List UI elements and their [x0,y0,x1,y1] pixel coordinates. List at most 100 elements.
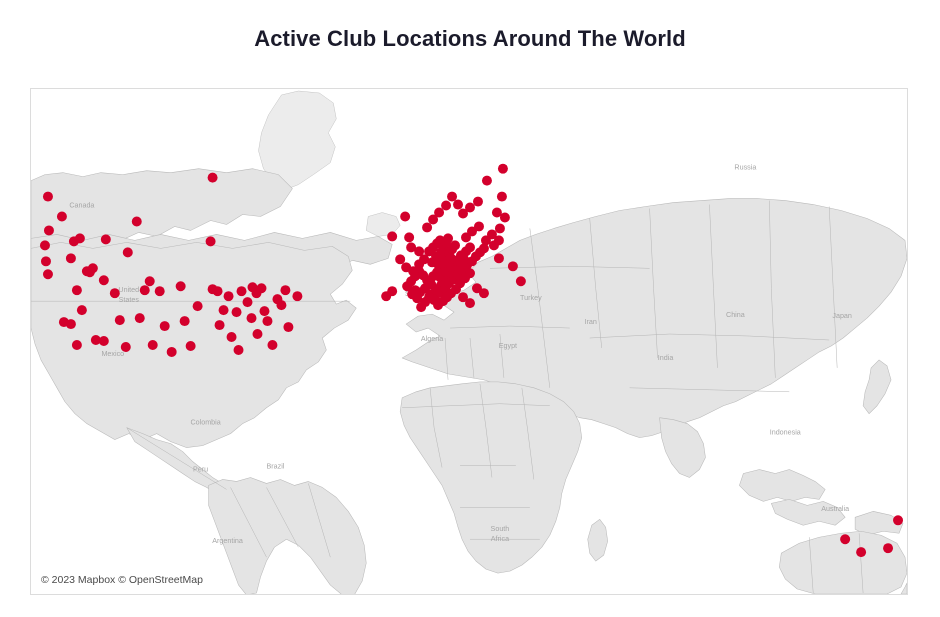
club-location-marker[interactable] [114,315,125,326]
club-location-marker[interactable] [497,163,508,174]
club-location-marker[interactable] [120,341,131,352]
club-location-marker[interactable] [74,233,85,244]
club-location-marker[interactable] [242,297,253,308]
club-location-marker[interactable] [159,321,170,332]
club-location-marker[interactable] [893,515,904,526]
club-location-marker[interactable] [496,191,507,202]
club-location-marker[interactable] [292,291,303,302]
club-location-marker[interactable] [856,547,867,558]
club-location-marker[interactable] [185,341,196,351]
club-location-marker[interactable] [422,222,433,233]
club-location-marker[interactable] [406,242,417,253]
club-location-marker[interactable] [434,207,445,218]
club-location-marker[interactable] [494,223,505,234]
club-location-marker[interactable] [453,199,464,210]
club-location-marker[interactable] [231,307,242,318]
club-location-marker[interactable] [507,261,518,272]
club-location-marker[interactable] [144,276,155,287]
club-location-marker[interactable] [465,202,475,213]
club-location-marker[interactable] [408,266,419,277]
club-location-marker[interactable] [276,300,287,311]
map-attribution[interactable]: © 2023 Mapbox © OpenStreetMap [39,573,207,588]
club-location-marker[interactable] [447,191,458,202]
club-location-marker[interactable] [387,231,398,242]
club-location-marker[interactable] [491,207,502,218]
club-location-marker[interactable] [71,340,82,350]
club-location-marker[interactable] [478,243,489,254]
club-location-marker[interactable] [267,340,278,350]
club-location-marker[interactable] [205,236,216,247]
club-location-marker[interactable] [262,316,273,327]
club-location-marker[interactable] [515,276,526,287]
club-location-marker[interactable] [481,175,492,186]
club-location-marker[interactable] [87,263,98,274]
club-location-marker[interactable] [179,316,190,327]
club-location-marker[interactable] [471,283,482,294]
club-location-marker[interactable] [247,282,258,293]
club-location-marker[interactable] [76,305,87,316]
club-location-marker[interactable] [207,172,218,183]
club-location-marker[interactable] [493,253,504,264]
club-location-marker[interactable] [428,214,439,225]
club-location-marker[interactable] [478,288,489,299]
club-location-marker[interactable] [43,225,54,236]
club-location-marker[interactable] [154,286,165,297]
club-location-marker[interactable] [443,233,454,244]
club-location-marker[interactable] [280,285,291,296]
club-location-marker[interactable] [381,291,392,302]
club-location-marker[interactable] [122,247,133,258]
club-location-marker[interactable] [131,216,142,227]
club-location-marker[interactable] [212,286,223,297]
club-location-marker[interactable] [147,340,158,350]
club-location-marker[interactable] [98,336,109,346]
club-location-marker[interactable] [39,240,50,251]
club-location-marker[interactable] [98,275,109,286]
club-location-marker[interactable] [404,232,415,243]
club-location-marker[interactable] [414,246,425,257]
club-location-marker[interactable] [223,291,234,302]
club-location-marker[interactable] [236,286,247,297]
club-location-marker[interactable] [283,322,294,333]
club-location-markers[interactable] [39,163,904,558]
club-location-marker[interactable] [499,212,510,223]
map-container[interactable]: Canada United States Mexico Colombia Peru Braz… [30,88,908,595]
club-location-marker[interactable] [883,543,894,554]
club-location-marker[interactable] [419,254,430,265]
club-location-marker[interactable] [218,305,229,316]
world-map-svg[interactable]: Canada United States Mexico Colombia Peru Braz… [31,89,907,594]
club-location-marker[interactable] [467,226,477,237]
club-location-marker[interactable] [450,240,461,251]
club-location-marker[interactable] [139,285,150,296]
club-location-marker[interactable] [402,281,413,292]
club-location-marker[interactable] [407,289,418,300]
club-location-marker[interactable] [252,329,263,340]
club-location-marker[interactable] [192,301,203,312]
club-location-marker[interactable] [134,313,145,324]
club-location-marker[interactable] [458,292,469,303]
club-location-marker[interactable] [395,254,406,265]
club-location-marker[interactable] [400,211,411,222]
club-location-marker[interactable] [56,211,67,222]
club-location-marker[interactable] [416,302,427,313]
club-location-marker[interactable] [493,235,504,246]
club-location-marker[interactable] [472,196,483,207]
club-location-marker[interactable] [441,200,452,211]
club-location-marker[interactable] [246,313,257,324]
club-location-marker[interactable] [42,269,53,280]
club-location-marker[interactable] [465,298,475,309]
club-location-marker[interactable] [256,283,267,294]
club-location-marker[interactable] [71,285,82,296]
club-location-marker[interactable] [90,335,101,345]
club-location-marker[interactable] [233,344,244,355]
club-location-marker[interactable] [65,253,76,264]
club-location-marker[interactable] [214,320,225,331]
club-location-marker[interactable] [486,229,497,240]
club-location-marker[interactable] [100,234,111,245]
club-location-marker[interactable] [473,221,484,232]
club-location-marker[interactable] [109,288,120,299]
club-location-marker[interactable] [465,242,475,253]
club-location-marker[interactable] [458,208,469,219]
club-location-marker[interactable] [42,191,53,202]
club-location-marker[interactable] [40,256,51,267]
club-location-marker[interactable] [175,281,186,292]
